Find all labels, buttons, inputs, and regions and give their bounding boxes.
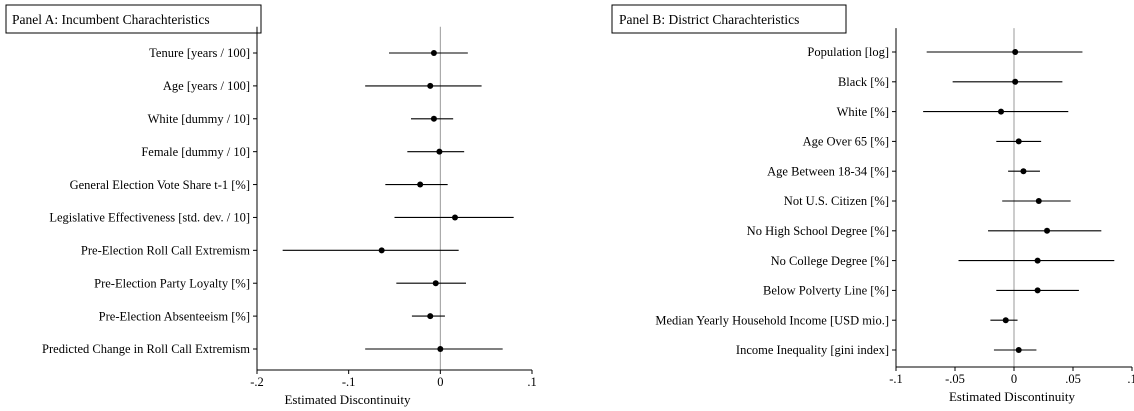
x-tick-label: -.1 [342,375,356,389]
point-estimate-marker [427,313,434,320]
panel-title: Panel B: District Charachteristics [619,12,799,27]
y-tick-label: Black [%] [838,75,889,89]
panel-title-box [5,4,262,34]
point-estimate-marker [432,280,439,287]
y-tick-label: White [dummy / 10] [148,112,250,126]
point-estimate-marker [1012,49,1019,55]
point-estimate-marker [1015,347,1022,353]
y-tick-label: Age Between 18-34 [%] [767,164,889,178]
panel-b-district: Panel B: District Charachteristics Popula… [611,4,1134,404]
panel-a-incumbent: Panel A: Incumbent Charachteristics Tenur… [5,4,537,407]
point-estimate-marker [1044,227,1051,234]
panel-title: Panel A: Incumbent Charachteristics [12,12,210,27]
point-estimate-marker [1035,198,1042,204]
y-tick-label: Not U.S. Citizen [%] [784,194,889,208]
y-tick-label: Median Yearly Household Income [USD mio.… [655,313,889,327]
y-tick-label: White [%] [837,105,889,119]
y-tick-label: Below Polverty Line [%] [763,284,889,298]
y-tick-label: Income Inequality [gini index] [736,343,889,357]
y-tick-label: No College Degree [%] [771,254,889,268]
point-estimate-marker [378,247,385,254]
y-tick-label: General Election Vote Share t-1 [%] [70,178,250,192]
x-tick-label: .05 [1065,372,1081,386]
x-tick-label: .1 [1127,372,1134,386]
y-tick-label: Age [years / 100] [163,79,250,93]
point-estimate-marker [436,148,443,155]
x-axis-label: Estimated Discontinuity [949,389,1076,404]
x-tick-label: -.05 [945,372,965,386]
x-axis-label: Estimated Discontinuity [284,392,411,407]
point-estimate-marker [452,214,458,221]
point-estimate-marker [417,181,424,188]
x-tick-label: 0 [1011,372,1017,386]
point-estimate-marker [1002,317,1009,324]
point-estimate-marker [1034,287,1041,294]
y-tick-label: Population [log] [807,45,889,59]
y-tick-label: Legislative Effectiveness [std. dev. / 1… [49,211,250,225]
point-estimate-marker [1012,78,1019,85]
y-tick-label: Female [dummy / 10] [141,145,250,159]
point-estimate-marker [427,82,434,89]
y-tick-label: Age Over 65 [%] [803,135,889,149]
point-estimate-marker [430,50,437,56]
x-tick-label: -.2 [250,375,264,389]
panel-title-box [611,4,847,34]
y-tick-label: Tenure [years / 100] [149,46,250,60]
y-tick-label: Predicted Change in Roll Call Extremism [42,342,250,356]
y-tick-label: Pre-Election Absenteeism [%] [99,309,250,323]
x-tick-label: -.1 [889,372,903,386]
point-estimate-marker [1034,257,1041,264]
y-tick-label: No High School Degree [%] [747,224,889,238]
x-tick-label: .1 [527,375,536,389]
point-estimate-marker [1015,138,1022,145]
point-estimate-marker [998,108,1005,115]
y-tick-label: Pre-Election Roll Call Extremism [81,244,250,258]
point-estimate-marker [430,115,437,122]
point-estimate-marker [1020,168,1027,175]
point-estimate-marker [437,346,444,352]
x-tick-label: 0 [437,375,443,389]
y-tick-label: Pre-Election Party Loyalty [%] [94,276,250,290]
